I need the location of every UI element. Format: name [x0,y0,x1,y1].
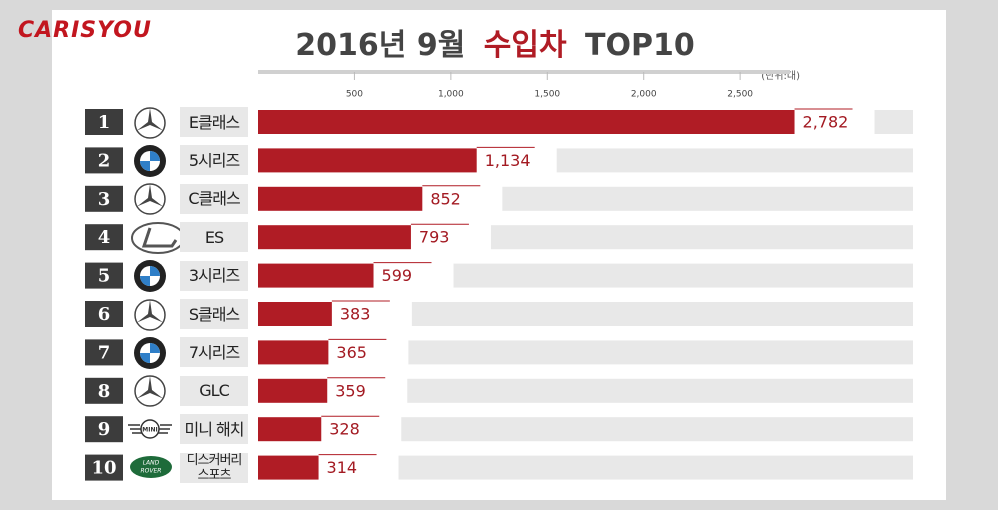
logo-land-rover: LAND ROVER [130,456,172,478]
rank-label: 2 [98,150,111,171]
logo-text: MINI [142,427,157,434]
rank-box [85,301,123,327]
logo-mini: MINI [128,419,172,439]
x-tick-label: 2,000 [631,90,657,100]
title-highlight: 수입차 [484,28,567,63]
value-label: 1,134 [485,151,531,170]
category-label: E클래스 [180,107,248,137]
bar [258,148,477,173]
rank-box [85,224,123,251]
rank-label: 4 [98,227,111,248]
bar [258,417,322,442]
track [453,263,913,288]
value-label: 314 [327,458,358,477]
rank-box [85,454,123,481]
rank-box [85,147,123,174]
rank-box [85,185,123,212]
value-label: 383 [340,305,371,324]
rank-box [85,339,123,366]
value-label: 328 [329,420,360,439]
bar [258,263,374,288]
track [411,302,913,326]
x-tick-label: 1,500 [534,90,560,100]
category-label: C클래스 [180,183,248,214]
track [874,110,913,134]
bar [258,225,411,250]
logo-bmw [134,145,166,177]
rank-label: 3 [98,189,111,210]
category-label: ES [180,222,248,253]
rank-box [85,262,123,289]
title-part: TOP10 [585,28,695,63]
category-label: 5시리즈 [180,145,248,176]
category-label: GLC [180,375,248,406]
bar [258,378,328,403]
category-label: 7시리즈 [180,337,248,368]
track [401,417,913,442]
category-label: 미니 해치 [180,414,248,445]
rank-label: 6 [98,304,111,325]
logo-text: ROVER [141,468,162,475]
category-label: 디스커버리 스포츠 [180,452,248,483]
track [556,148,913,173]
rank-box [85,109,123,135]
bar [258,186,423,211]
bar [258,110,795,134]
value-label: 852 [430,189,461,208]
bar [258,302,332,326]
x-tick-label: 2,500 [727,90,753,100]
category-label: S클래스 [180,299,248,329]
logo-bmw [134,337,166,369]
track [398,455,913,480]
title-part: 2016년 9월 [295,28,465,63]
logo-text: LAND [143,460,160,467]
bar [258,455,319,480]
rank-box [85,416,123,443]
value-label: 2,782 [803,113,849,132]
rank-label: 7 [98,342,111,363]
rank-label: 10 [91,458,116,479]
rank-label: 9 [98,419,111,440]
x-tick-label: 500 [346,90,363,100]
rank-box [85,377,123,404]
value-label: 599 [382,266,413,285]
rank-label: 5 [98,266,111,287]
x-tick-label: 1,000 [438,90,464,100]
value-label: 359 [335,381,366,400]
track [408,340,913,365]
brand-logo: CARISYOU [18,18,152,43]
track [407,378,913,403]
chart-title: 2016년 9월 수입차 TOP10 [295,28,694,63]
rank-label: 8 [98,381,111,402]
track [502,186,913,211]
category-label: 3시리즈 [180,260,248,291]
value-label: 365 [336,343,367,362]
bar [258,340,329,365]
logo-bmw [134,260,166,292]
track [490,225,913,250]
rank-label: 1 [98,112,111,133]
value-label: 793 [419,228,450,247]
